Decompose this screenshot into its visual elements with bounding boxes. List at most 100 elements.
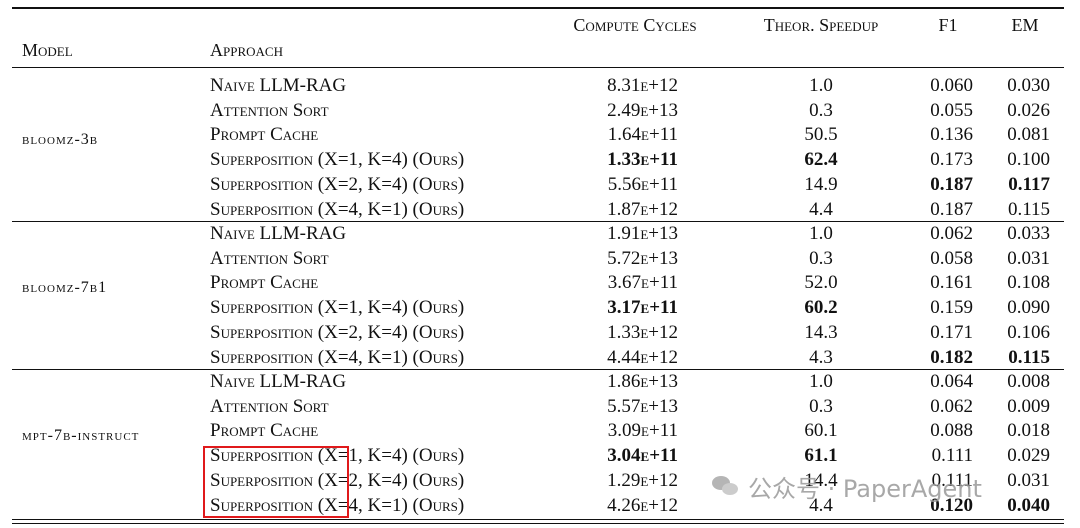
cell-approach: Superposition (X=1, K=4) (Ours) — [210, 445, 465, 467]
cell-cycles: 1.87e+12 — [607, 198, 678, 220]
group-rule-1 — [12, 221, 1064, 222]
highlight-box — [203, 446, 349, 518]
cell-approach: Prompt Cache — [210, 124, 319, 146]
cell-cycles: 3.67e+11 — [607, 272, 678, 294]
cell-em: 0.031 — [1007, 469, 1050, 491]
cell-f1: 0.058 — [930, 247, 973, 269]
cell-f1: 0.171 — [930, 321, 973, 343]
header-speedup: Theor. Speedup — [763, 15, 879, 35]
watermark: 公众号 · PaperAgent — [712, 470, 982, 503]
cell-em: 0.108 — [1007, 272, 1050, 294]
cell-cycles: 1.29e+12 — [607, 469, 678, 491]
cell-approach: Superposition (X=2, K=4) (Ours) — [210, 469, 465, 491]
cell-f1: 0.060 — [930, 75, 973, 96]
top-rule — [12, 7, 1064, 9]
header-f1: F1 — [938, 15, 958, 35]
cell-speedup: 14.3 — [804, 321, 838, 343]
cell-f1: 0.120 — [930, 494, 973, 516]
bottom-rule-1 — [12, 519, 1064, 520]
cell-em: 0.008 — [1007, 371, 1050, 392]
cell-cycles: 3.09e+11 — [607, 420, 678, 442]
cell-f1: 0.062 — [930, 223, 973, 244]
cell-em: 0.009 — [1007, 395, 1050, 417]
cell-f1: 0.136 — [930, 124, 973, 146]
cell-approach: Naive LLM-RAG — [210, 75, 347, 96]
cell-speedup: 1.0 — [809, 75, 833, 96]
cell-cycles: 5.57e+13 — [607, 395, 678, 417]
cell-em: 0.115 — [1007, 198, 1050, 220]
cell-cycles: 1.33e+11 — [607, 149, 678, 171]
cell-speedup: 1.0 — [809, 371, 833, 392]
cell-approach: Naive LLM-RAG — [210, 223, 347, 244]
wechat-icon — [712, 474, 740, 498]
cell-f1: 0.187 — [930, 198, 973, 220]
cell-speedup: 14.4 — [804, 469, 838, 491]
cell-f1: 0.187 — [930, 173, 973, 195]
bottom-rule-2 — [12, 523, 1064, 524]
watermark-text: 公众号 · PaperAgent — [748, 474, 982, 503]
cell-cycles: 3.04e+11 — [607, 445, 678, 467]
cell-f1: 0.062 — [930, 395, 973, 417]
cell-approach: Naive LLM-RAG — [210, 371, 347, 392]
cell-speedup: 1.0 — [809, 223, 833, 244]
group-rule-2 — [12, 369, 1064, 370]
cell-cycles: 5.72e+13 — [607, 247, 678, 269]
cell-em: 0.033 — [1007, 223, 1050, 244]
cell-f1: 0.161 — [930, 272, 973, 294]
cell-em: 0.040 — [1007, 494, 1050, 516]
cell-em: 0.018 — [1007, 420, 1050, 442]
cell-approach: Attention Sort — [210, 99, 329, 121]
model-label: bloomz-3b — [22, 131, 99, 149]
cell-approach: Attention Sort — [210, 395, 329, 417]
cell-speedup: 50.5 — [804, 124, 838, 146]
cell-em: 0.026 — [1007, 99, 1050, 121]
cell-f1: 0.159 — [930, 297, 973, 319]
cell-approach: Superposition (X=1, K=4) (Ours) — [210, 149, 465, 171]
cell-cycles: 1.64e+11 — [607, 124, 678, 146]
header-model: Model — [22, 40, 73, 60]
cell-speedup: 0.3 — [809, 247, 833, 269]
cell-f1: 0.182 — [930, 346, 973, 368]
model-label: mpt-7b-instruct — [22, 427, 140, 445]
cell-em: 0.031 — [1007, 247, 1050, 269]
cell-speedup: 4.4 — [809, 494, 833, 516]
cell-em: 0.030 — [1007, 75, 1050, 96]
cell-cycles: 4.44e+12 — [607, 346, 678, 368]
cell-approach: Superposition (X=1, K=4) (Ours) — [210, 297, 465, 319]
header-approach: Approach — [210, 40, 283, 60]
cell-em: 0.090 — [1007, 297, 1050, 319]
cell-cycles: 1.91e+13 — [607, 223, 678, 244]
model-label: bloomz-7b1 — [22, 279, 108, 297]
cell-cycles: 4.26e+12 — [607, 494, 678, 516]
cell-approach: Prompt Cache — [210, 420, 319, 442]
cell-cycles: 3.17e+11 — [607, 297, 678, 319]
cell-cycles: 1.33e+12 — [607, 321, 678, 343]
cell-speedup: 0.3 — [809, 395, 833, 417]
cell-f1: 0.088 — [930, 420, 973, 442]
cell-speedup: 0.3 — [809, 99, 833, 121]
cell-cycles: 2.49e+13 — [607, 99, 678, 121]
cell-speedup: 4.4 — [809, 198, 833, 220]
cell-speedup: 4.3 — [809, 346, 833, 368]
cell-f1: 0.064 — [930, 371, 973, 392]
cell-speedup: 60.2 — [804, 297, 838, 319]
cell-cycles: 8.31e+12 — [607, 75, 678, 96]
cell-approach: Superposition (X=2, K=4) (Ours) — [210, 173, 465, 195]
cell-em: 0.029 — [1007, 445, 1050, 467]
cell-approach: Superposition (X=4, K=1) (Ours) — [210, 346, 465, 368]
cell-f1: 0.111 — [931, 469, 973, 491]
cell-speedup: 52.0 — [804, 272, 838, 294]
cell-em: 0.106 — [1007, 321, 1050, 343]
cell-em: 0.081 — [1007, 124, 1050, 146]
cell-f1: 0.173 — [930, 149, 973, 171]
cell-f1: 0.055 — [930, 99, 973, 121]
cell-speedup: 61.1 — [804, 445, 838, 467]
cell-approach: Superposition (X=4, K=1) (Ours) — [210, 494, 465, 516]
cell-em: 0.100 — [1007, 149, 1050, 171]
cell-cycles: 1.86e+13 — [607, 371, 678, 392]
cell-speedup: 60.1 — [804, 420, 838, 442]
header-compute-cycles: Compute Cycles — [573, 15, 697, 35]
header-em: EM — [1011, 15, 1039, 35]
cell-approach: Superposition (X=2, K=4) (Ours) — [210, 321, 465, 343]
cell-approach: Superposition (X=4, K=1) (Ours) — [210, 198, 465, 220]
